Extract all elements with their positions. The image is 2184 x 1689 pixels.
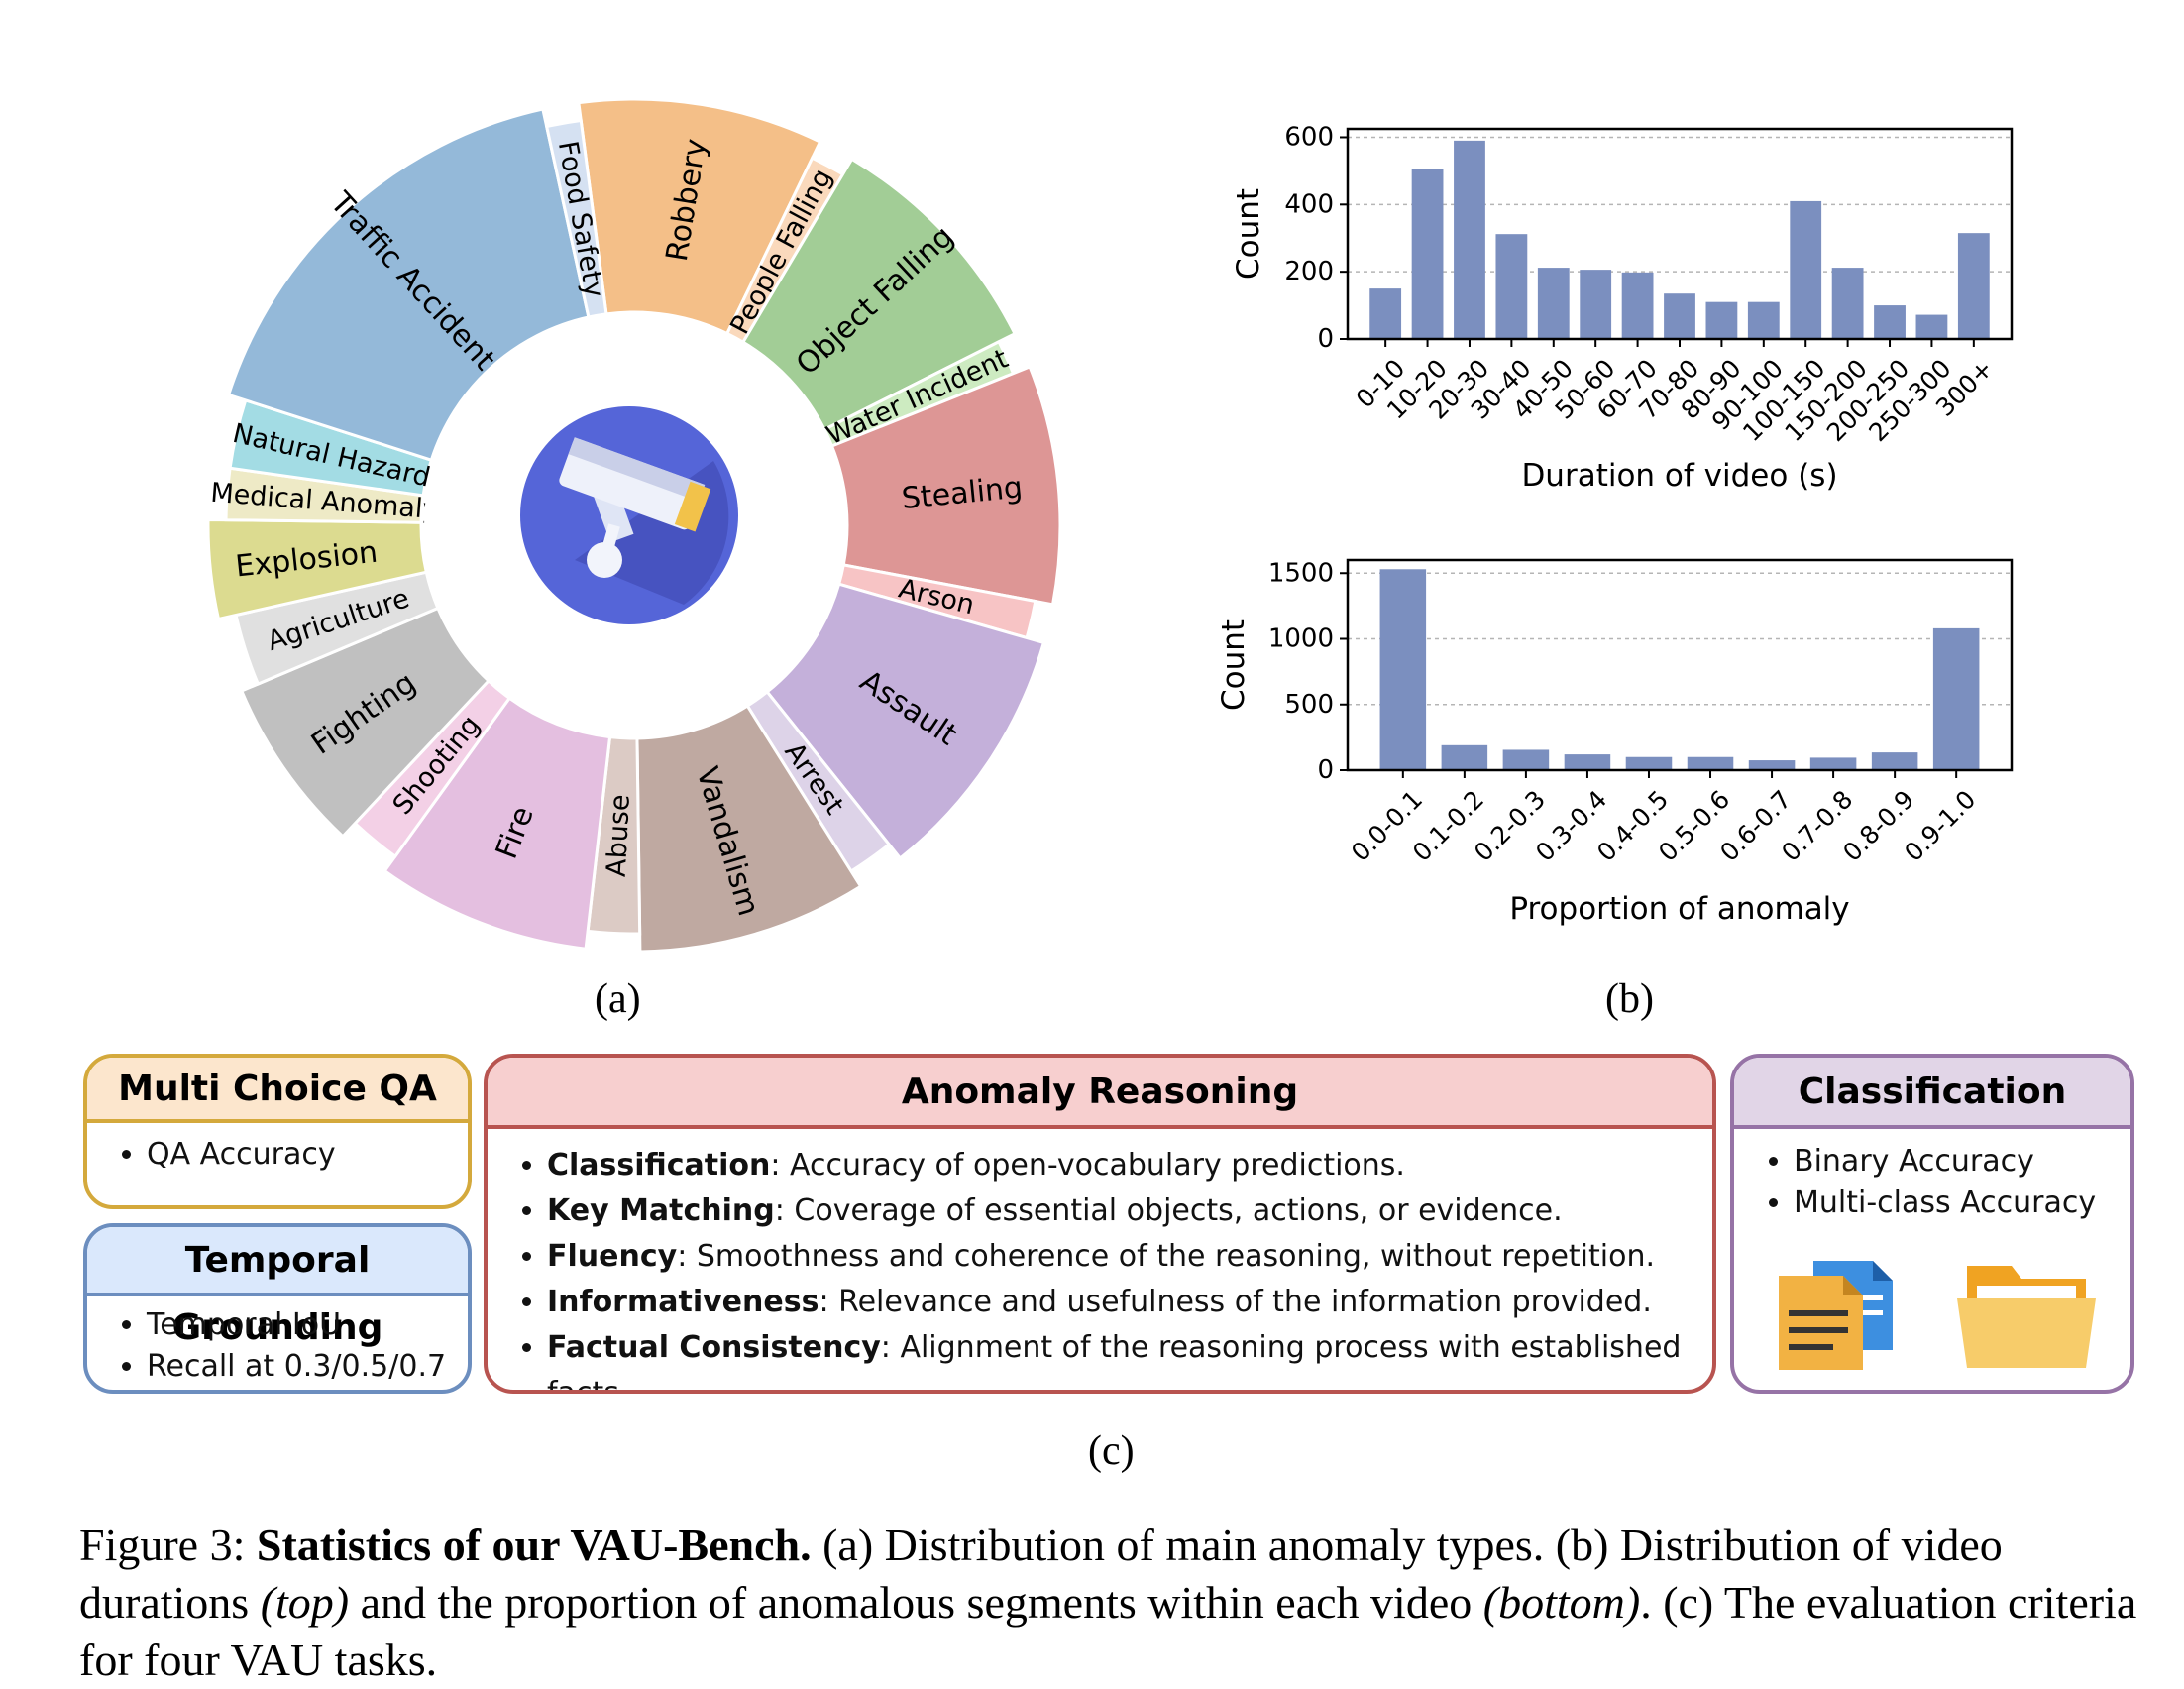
segment-traffic-accident — [226, 107, 591, 463]
ar-desc: : Alignment of the reasoning process wit… — [547, 1330, 1682, 1394]
panel-c-label: (c) — [1088, 1428, 1135, 1474]
bar — [1369, 288, 1402, 339]
ar-item-fluency: Fluency: Smoothness and coherence of the… — [547, 1234, 1712, 1280]
tg-item: Recall at 0.3/0.5/0.7 — [147, 1346, 468, 1388]
bar — [1831, 268, 1864, 339]
bar — [1915, 314, 1948, 339]
bar — [1809, 757, 1857, 770]
bar — [1621, 272, 1654, 339]
anomaly-reasoning-box: Anomaly Reasoning Classification: Accura… — [484, 1054, 1716, 1394]
tg-item: Temporal IoU — [147, 1304, 468, 1346]
multi-choice-qa-box: Multi Choice QA QA Accuracy — [83, 1054, 472, 1209]
segment-fire — [382, 696, 612, 951]
temporal-grounding-title: Temporal Grounding — [87, 1227, 468, 1348]
bar — [1790, 200, 1822, 339]
y-tick-label: 500 — [1284, 690, 1334, 720]
ar-desc: : Relevance and usefulness of the inform… — [819, 1285, 1652, 1319]
caption-italic: (bottom) — [1482, 1577, 1641, 1628]
classification-title: Classification — [1734, 1058, 2130, 1129]
bar — [1454, 140, 1485, 339]
ar-term: Key Matching — [547, 1193, 775, 1228]
duration-histogram: 02004006000-1010-2020-3030-4040-5050-606… — [1231, 122, 2014, 494]
segment-assault — [765, 582, 1046, 861]
cls-item: Binary Accuracy — [1794, 1141, 2130, 1182]
anomaly-reasoning-title: Anomaly Reasoning — [488, 1058, 1712, 1129]
segment-robbery — [577, 97, 822, 336]
bar — [1502, 749, 1550, 770]
bar — [1705, 301, 1738, 339]
y-tick-label: 1500 — [1268, 558, 1334, 588]
ar-item-classification: Classification: Accuracy of open-vocabul… — [547, 1143, 1712, 1188]
panel-a-label: (a) — [595, 976, 641, 1022]
bar — [1932, 627, 1980, 770]
bar — [1664, 293, 1695, 339]
bar — [1441, 744, 1488, 770]
x-axis-label: Duration of video (s) — [1521, 458, 1837, 494]
segment-object-falling — [740, 157, 1018, 432]
bar — [1580, 270, 1612, 339]
folder-icon — [1957, 1266, 2096, 1368]
temporal-grounding-box: Temporal Grounding Temporal IoU Recall a… — [83, 1223, 472, 1394]
anomaly-proportion-histogram: 0500100015000.0-0.10.1-0.20.2-0.30.3-0.4… — [1216, 558, 2014, 927]
caption-italic: (top) — [260, 1577, 350, 1628]
bar — [1564, 754, 1611, 770]
segment-label: Abuse — [601, 794, 636, 878]
segment-stealing — [829, 365, 1062, 607]
bar — [1379, 569, 1427, 770]
x-axis-label: Proportion of anomaly — [1509, 891, 1849, 927]
y-tick-label: 0 — [1317, 324, 1334, 354]
classification-box: Classification Binary Accuracy Multi-cla… — [1730, 1054, 2134, 1394]
ar-desc: : Accuracy of open-vocabulary prediction… — [770, 1148, 1405, 1182]
ar-term: Classification — [547, 1148, 771, 1182]
mcqa-item: QA Accuracy — [147, 1137, 468, 1172]
ar-desc: : Coverage of essential objects, actions… — [774, 1193, 1563, 1228]
caption-prefix: Figure 3: — [79, 1520, 257, 1570]
ar-term: Fluency — [547, 1239, 678, 1274]
y-tick-label: 1000 — [1268, 624, 1334, 654]
segment-vandalism — [635, 704, 863, 954]
ar-desc: : Smoothness and coherence of the reason… — [677, 1239, 1656, 1274]
cls-item: Multi-class Accuracy — [1794, 1182, 2130, 1224]
ar-item-informativeness: Informativeness: Relevance and usefulnes… — [547, 1280, 1712, 1325]
y-tick-label: 0 — [1317, 755, 1334, 785]
bar — [1874, 305, 1906, 339]
surveillance-camera-icon — [520, 406, 738, 624]
y-axis-label: Count — [1216, 619, 1252, 711]
caption-text: . (c) The evaluation criteria for four V… — [79, 1577, 2137, 1685]
bar — [1495, 234, 1528, 339]
documents-icon — [1779, 1261, 1893, 1370]
bar — [1537, 268, 1570, 339]
caption-text: and the proportion of anomalous segments… — [349, 1577, 1483, 1628]
ar-item-factual-consistency: Factual Consistency: Alignment of the re… — [547, 1325, 1712, 1394]
figure-caption: Figure 3: Statistics of our VAU-Bench. (… — [79, 1517, 2160, 1689]
y-tick-label: 400 — [1284, 189, 1334, 219]
multi-choice-qa-title: Multi Choice QA — [87, 1058, 468, 1123]
ar-term: Informativeness — [547, 1285, 819, 1319]
bar — [1957, 233, 1990, 339]
y-tick-label: 600 — [1284, 122, 1334, 152]
caption-text: (a) Distribution of main anomaly types. … — [79, 1520, 2003, 1628]
bar — [1625, 756, 1673, 770]
ar-term: Factual Consistency — [547, 1330, 881, 1365]
bar — [1687, 756, 1734, 770]
caption-bold: Statistics of our VAU-Bench. — [256, 1520, 812, 1570]
bar — [1871, 752, 1918, 770]
y-axis-label: Count — [1231, 188, 1266, 280]
y-tick-label: 200 — [1284, 257, 1334, 286]
bar — [1747, 301, 1780, 339]
bar — [1411, 169, 1444, 339]
panel-b-label: (b) — [1605, 976, 1654, 1022]
ar-item-key-matching: Key Matching: Coverage of essential obje… — [547, 1188, 1712, 1234]
segment-food-safety — [544, 118, 608, 319]
bar — [1748, 760, 1796, 770]
